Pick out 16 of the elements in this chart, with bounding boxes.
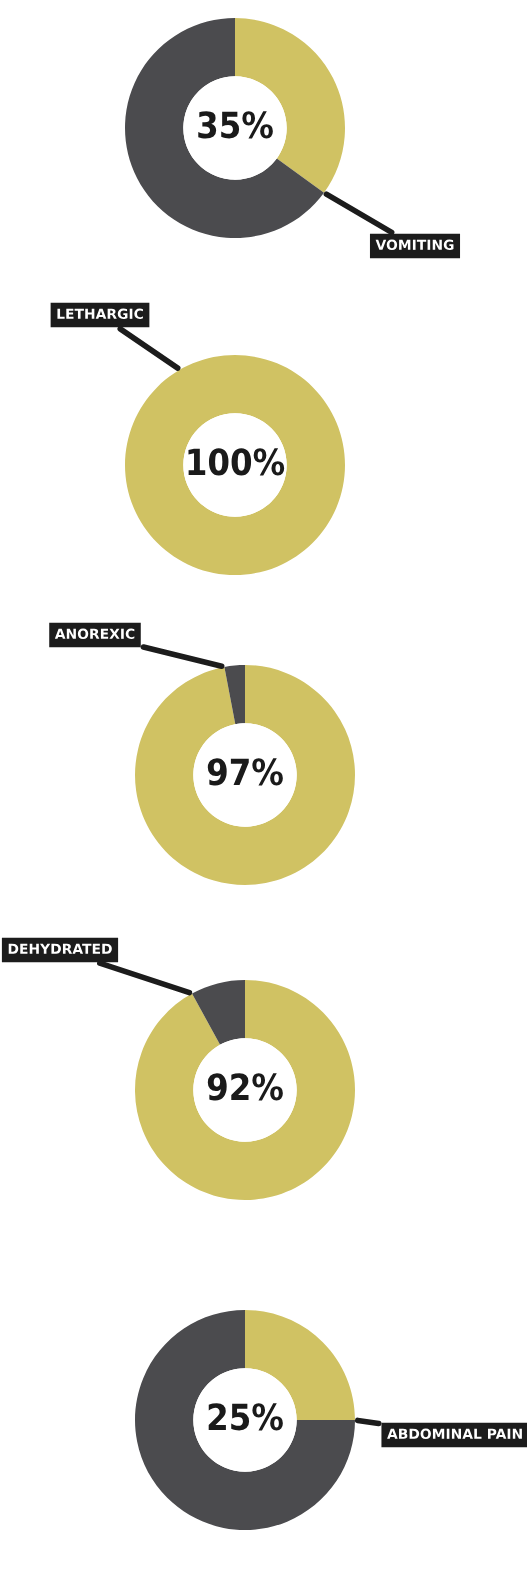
data-label: 97% [207,758,283,786]
slice-label: VOMITING [375,239,454,251]
data-label: 25% [208,1403,283,1431]
donut-slice [192,980,245,1045]
data-label: 100% [188,448,285,476]
data-label: 92% [207,1073,283,1101]
data-label: 35% [198,111,273,139]
slice-label: ANOREXIC [54,628,135,640]
slice-label: DEHYDRATED [8,943,112,954]
slice-label: LETHARGIC [57,308,143,320]
slice-label: ABDOMINAL PAIN [387,1428,522,1440]
donut-slice [224,665,245,725]
donut-slice [135,665,355,885]
donut-slice [125,18,324,238]
donut-slice [135,1310,355,1530]
donut-slice [135,980,355,1200]
